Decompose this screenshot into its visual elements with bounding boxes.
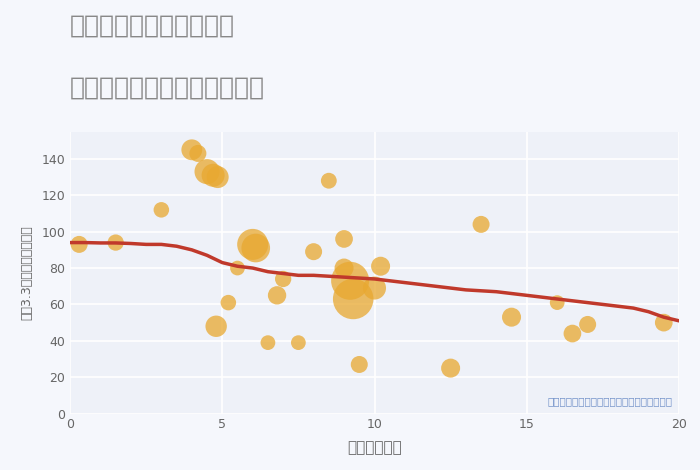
- Point: [445, 364, 456, 372]
- Point: [110, 239, 121, 246]
- Point: [250, 244, 261, 252]
- Point: [212, 173, 223, 181]
- Point: [223, 299, 234, 306]
- Point: [552, 299, 563, 306]
- Text: 奈良県奈良市東向中町の: 奈良県奈良市東向中町の: [70, 14, 235, 38]
- Text: 駅距離別中古マンション価格: 駅距離別中古マンション価格: [70, 75, 265, 99]
- Point: [207, 172, 218, 179]
- Point: [582, 321, 594, 328]
- Point: [323, 177, 335, 185]
- Point: [348, 295, 359, 303]
- Point: [293, 339, 304, 346]
- Point: [475, 220, 486, 228]
- Point: [193, 149, 204, 157]
- Point: [232, 264, 243, 272]
- Point: [339, 264, 350, 272]
- Point: [247, 241, 258, 248]
- Point: [74, 241, 85, 248]
- Point: [369, 284, 380, 292]
- Point: [308, 248, 319, 255]
- Point: [272, 291, 283, 299]
- X-axis label: 駅距離（分）: 駅距離（分）: [347, 440, 402, 455]
- Point: [375, 262, 386, 270]
- Point: [202, 168, 213, 175]
- Point: [506, 313, 517, 321]
- Point: [339, 235, 350, 243]
- Point: [658, 319, 669, 326]
- Point: [211, 322, 222, 330]
- Point: [156, 206, 167, 213]
- Point: [262, 339, 274, 346]
- Point: [277, 275, 289, 283]
- Text: 円の大きさは、取引のあった物件面積を示す: 円の大きさは、取引のあった物件面積を示す: [548, 396, 673, 407]
- Point: [186, 146, 197, 154]
- Point: [354, 360, 365, 368]
- Y-axis label: 坪（3.3㎡）単価（万円）: 坪（3.3㎡）単価（万円）: [20, 225, 33, 320]
- Point: [567, 330, 578, 337]
- Point: [344, 277, 356, 284]
